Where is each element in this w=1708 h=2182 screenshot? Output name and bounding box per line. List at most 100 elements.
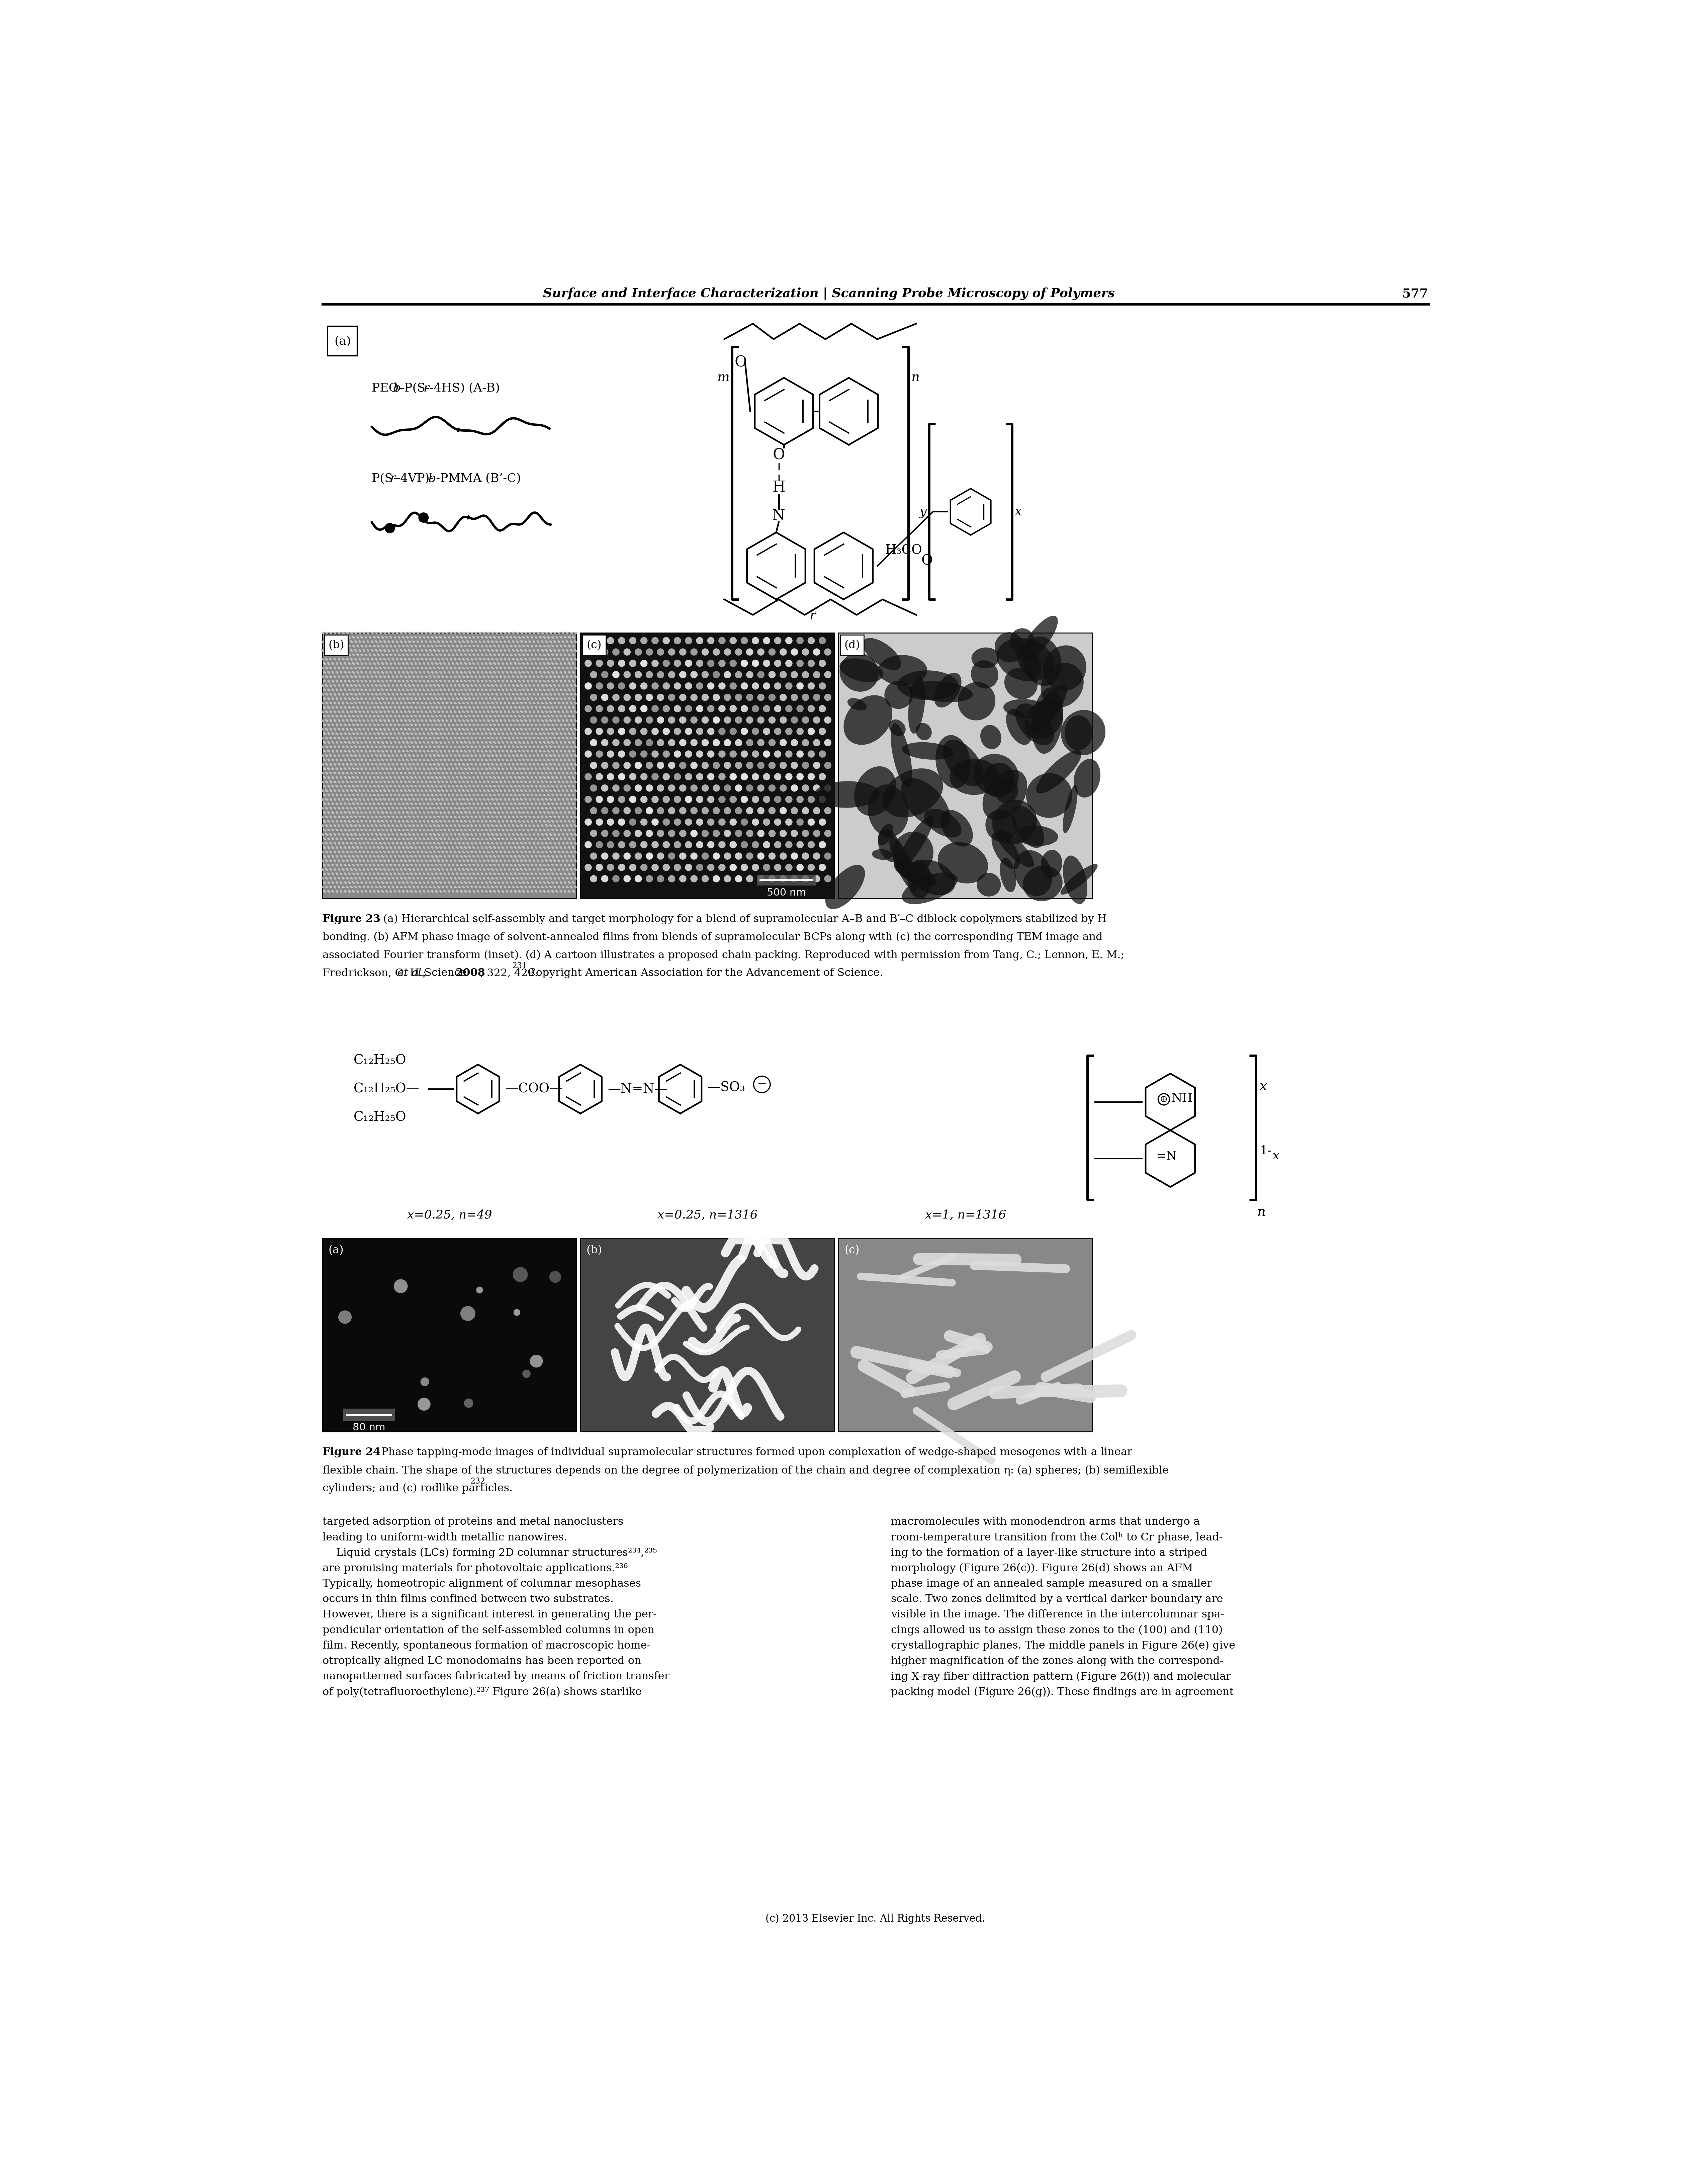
Ellipse shape xyxy=(331,777,335,779)
Ellipse shape xyxy=(488,803,492,805)
Ellipse shape xyxy=(514,768,516,770)
Ellipse shape xyxy=(407,661,408,666)
Ellipse shape xyxy=(415,707,417,709)
Ellipse shape xyxy=(545,851,548,853)
Ellipse shape xyxy=(328,864,330,866)
Ellipse shape xyxy=(333,703,336,705)
Ellipse shape xyxy=(323,652,326,657)
Ellipse shape xyxy=(407,724,408,727)
Ellipse shape xyxy=(415,873,417,875)
Ellipse shape xyxy=(388,631,389,635)
Ellipse shape xyxy=(449,816,453,818)
Ellipse shape xyxy=(372,696,376,700)
Ellipse shape xyxy=(335,742,338,744)
Circle shape xyxy=(769,807,775,814)
Ellipse shape xyxy=(543,820,547,823)
Ellipse shape xyxy=(468,724,471,727)
Ellipse shape xyxy=(492,648,494,652)
Circle shape xyxy=(719,796,726,803)
Ellipse shape xyxy=(550,860,552,862)
Ellipse shape xyxy=(446,807,447,810)
Ellipse shape xyxy=(340,777,343,779)
Ellipse shape xyxy=(495,720,499,722)
Ellipse shape xyxy=(345,772,348,775)
Ellipse shape xyxy=(388,799,389,801)
Ellipse shape xyxy=(350,657,354,661)
Ellipse shape xyxy=(502,864,504,866)
Ellipse shape xyxy=(400,834,403,836)
Ellipse shape xyxy=(521,683,523,687)
Ellipse shape xyxy=(495,860,499,862)
Circle shape xyxy=(668,740,675,746)
Ellipse shape xyxy=(371,851,374,853)
Ellipse shape xyxy=(350,631,354,635)
Circle shape xyxy=(825,807,832,814)
Ellipse shape xyxy=(504,799,506,801)
Ellipse shape xyxy=(418,681,422,683)
Ellipse shape xyxy=(415,838,417,840)
Ellipse shape xyxy=(458,868,461,871)
Ellipse shape xyxy=(572,864,576,866)
Ellipse shape xyxy=(572,786,574,788)
Ellipse shape xyxy=(565,834,569,836)
Ellipse shape xyxy=(359,720,362,722)
Ellipse shape xyxy=(383,683,386,687)
Ellipse shape xyxy=(541,886,543,888)
Ellipse shape xyxy=(348,794,350,796)
Ellipse shape xyxy=(323,786,326,788)
Ellipse shape xyxy=(567,873,570,875)
Ellipse shape xyxy=(321,851,325,853)
Ellipse shape xyxy=(446,825,449,827)
Ellipse shape xyxy=(574,834,577,836)
Circle shape xyxy=(477,1287,483,1294)
Ellipse shape xyxy=(567,733,570,735)
Ellipse shape xyxy=(429,694,432,696)
Circle shape xyxy=(618,659,625,668)
Ellipse shape xyxy=(342,781,345,783)
Circle shape xyxy=(734,829,743,838)
Ellipse shape xyxy=(410,855,413,858)
Ellipse shape xyxy=(518,838,521,840)
Ellipse shape xyxy=(345,860,348,862)
Ellipse shape xyxy=(506,724,509,727)
Ellipse shape xyxy=(507,639,511,644)
Ellipse shape xyxy=(538,716,541,718)
Ellipse shape xyxy=(383,886,386,888)
Ellipse shape xyxy=(478,886,482,888)
Ellipse shape xyxy=(511,705,512,709)
Ellipse shape xyxy=(478,825,482,827)
Ellipse shape xyxy=(444,635,446,639)
Ellipse shape xyxy=(523,672,524,674)
Ellipse shape xyxy=(545,816,548,818)
Ellipse shape xyxy=(516,834,519,836)
Ellipse shape xyxy=(470,729,473,731)
Ellipse shape xyxy=(514,838,518,840)
Circle shape xyxy=(825,829,832,838)
Ellipse shape xyxy=(507,834,511,836)
Ellipse shape xyxy=(473,803,475,805)
Ellipse shape xyxy=(386,707,388,709)
Ellipse shape xyxy=(465,855,466,858)
Ellipse shape xyxy=(506,786,509,788)
Ellipse shape xyxy=(482,864,483,866)
Ellipse shape xyxy=(444,679,446,683)
Ellipse shape xyxy=(454,860,456,862)
Ellipse shape xyxy=(345,685,348,687)
Ellipse shape xyxy=(444,873,446,875)
Circle shape xyxy=(757,672,765,679)
Text: (a) Hierarchical self-assembly and target morphology for a blend of supramolecul: (a) Hierarchical self-assembly and targe… xyxy=(372,914,1107,925)
Ellipse shape xyxy=(502,812,504,814)
Ellipse shape xyxy=(348,777,350,779)
Ellipse shape xyxy=(572,847,576,849)
Ellipse shape xyxy=(415,768,417,770)
Ellipse shape xyxy=(494,812,495,814)
Ellipse shape xyxy=(412,729,415,731)
Ellipse shape xyxy=(562,860,565,862)
Ellipse shape xyxy=(362,860,366,862)
Ellipse shape xyxy=(567,637,570,639)
Ellipse shape xyxy=(321,842,325,844)
Ellipse shape xyxy=(441,799,444,801)
Ellipse shape xyxy=(444,687,446,692)
Ellipse shape xyxy=(459,838,463,840)
Ellipse shape xyxy=(377,681,379,683)
